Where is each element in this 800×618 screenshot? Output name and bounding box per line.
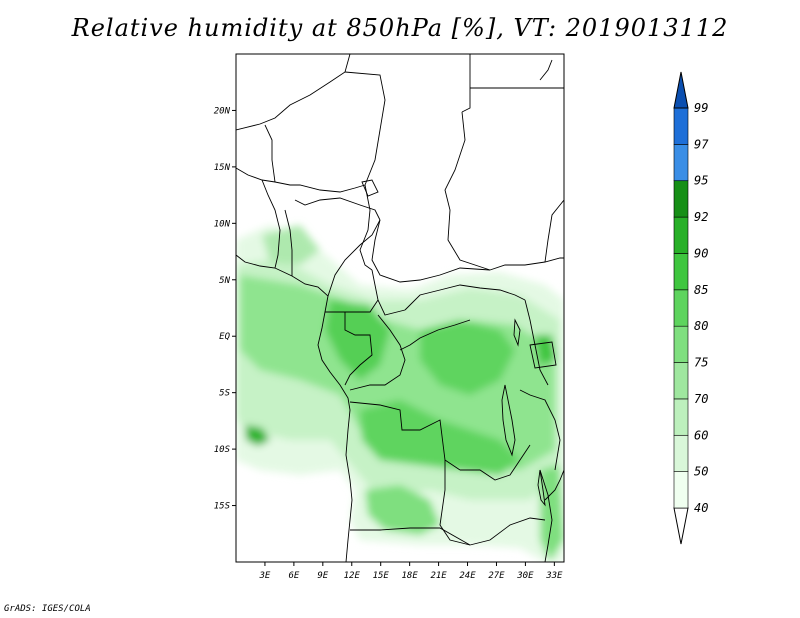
- colorbar-label: 90: [694, 246, 708, 260]
- border-tanzania: [519, 389, 561, 471]
- humidity-region-80: [365, 485, 440, 535]
- border-car-cameroon: [371, 269, 406, 316]
- colorbar-label: 97: [694, 137, 709, 151]
- colorbar-label: 75: [694, 356, 708, 370]
- border-sudan-south-sudan: [489, 257, 564, 271]
- colorbar-label: 60: [694, 428, 708, 442]
- colorbar-label: 92: [694, 210, 708, 224]
- colorbar-segment: [673, 362, 689, 400]
- lon-tick-label: 21E: [430, 571, 447, 581]
- border-gabon-congo: [344, 312, 373, 386]
- lat-tick-label: 5N: [219, 276, 230, 286]
- humidity-region-85: [325, 300, 390, 380]
- lon-tick-label: 9E: [317, 571, 328, 581]
- lake-albert: [513, 318, 521, 347]
- border-libya-egypt: [461, 54, 471, 113]
- border-algeria-mali: [236, 54, 351, 131]
- humidity-region-75: [240, 275, 555, 470]
- map-frame: [235, 53, 565, 563]
- coastline-west-africa: [236, 254, 353, 562]
- lat-tick-label: 15S: [214, 502, 231, 512]
- lake-chad: [361, 179, 379, 197]
- colorbar-segment: [673, 289, 689, 327]
- colorbar: 40 50 60 70 75 80 85 90 92 95 97 99: [673, 71, 709, 545]
- colorbar-label: 40: [694, 501, 708, 515]
- border-sahara-north: [236, 167, 366, 193]
- lon-tick-label: 33E: [545, 571, 563, 581]
- longitude-axis: 3E 6E 9E 12E 15E 18E 21E 24E 27E 30E 33E: [259, 562, 563, 581]
- border-angola-zambia: [439, 460, 471, 546]
- credit-label: GrADS: IGES/COLA: [4, 604, 91, 614]
- colorbar-label: 80: [694, 319, 708, 333]
- border-nigeria-cameroon: [327, 219, 381, 297]
- colorbar-label: 50: [694, 465, 708, 479]
- colorbar-label: 99: [694, 101, 708, 115]
- lat-tick-label: 5S: [219, 389, 230, 399]
- colorbar-label: 70: [694, 392, 708, 406]
- lon-tick-label: 15E: [373, 571, 390, 581]
- border-nigeria-benin: [284, 209, 293, 276]
- lat-tick-label: 15N: [214, 163, 231, 173]
- colorbar-segment: [673, 216, 689, 254]
- lon-tick-label: 30E: [516, 571, 534, 581]
- lon-tick-label: 12E: [344, 571, 361, 581]
- red-sea-coast: [539, 59, 553, 81]
- lon-tick-label: 24E: [459, 571, 476, 581]
- map-title: Relative humidity at 850hPa [%], VT: 201…: [71, 14, 729, 42]
- colorbar-label: 85: [694, 283, 708, 297]
- humidity-field: [236, 225, 564, 562]
- lon-tick-label: 27E: [488, 571, 505, 581]
- border-mali-burkina: [264, 124, 276, 183]
- latitude-axis: 20N 15N 10N 5N EQ 5S 10S 15S: [214, 106, 236, 512]
- colorbar-segment: [673, 398, 689, 436]
- lon-tick-label: 3E: [259, 571, 271, 581]
- colorbar-segment: [673, 107, 689, 145]
- lake-tanganyika: [501, 384, 516, 457]
- border-drc-angola: [349, 401, 461, 471]
- border-chad-sudan: [444, 111, 491, 271]
- lat-tick-label: 20N: [214, 106, 231, 116]
- border-ethiopia: [544, 199, 564, 263]
- lake-victoria: [529, 341, 557, 369]
- border-drc-zambia: [460, 444, 531, 481]
- humidity-region-85b: [360, 400, 520, 475]
- border-niger-nigeria: [294, 197, 381, 221]
- border-cameroon-gabon: [325, 299, 379, 313]
- humidity-region-90: [245, 425, 270, 446]
- border-niger-libya: [344, 71, 386, 186]
- colorbar-over-arrow: [673, 71, 689, 109]
- lon-tick-label: 6E: [288, 571, 299, 581]
- colorbar-segment: [673, 253, 689, 291]
- lat-tick-label: 10N: [214, 219, 231, 229]
- border-burkina-ghana: [261, 179, 281, 269]
- colorbar-segment: [673, 180, 689, 218]
- lat-tick-label: EQ: [219, 332, 230, 342]
- lake-malawi: [537, 469, 546, 507]
- boundaries: [236, 54, 564, 562]
- colorbar-segment: [673, 434, 689, 472]
- colorbar-segment: [673, 471, 689, 509]
- river-congo: [399, 319, 471, 351]
- border-chad-cameroon: [359, 184, 373, 271]
- border-car-drc: [404, 284, 526, 311]
- colorbar-segment: [673, 144, 689, 182]
- border-uganda-kenya: [524, 299, 549, 386]
- colorbar-segment: [673, 325, 689, 363]
- border-congo-drc: [349, 314, 406, 391]
- colorbar-under-arrow: [673, 507, 689, 545]
- lon-tick-label: 18E: [402, 571, 419, 581]
- colorbar-label: 95: [694, 174, 708, 188]
- humidity-region-85c: [420, 320, 515, 395]
- border-angola-namibia: [350, 527, 471, 546]
- border-zambia-zimbabwe: [469, 517, 546, 546]
- border-mozambique: [544, 469, 564, 501]
- border-chad-car: [371, 219, 491, 283]
- humidity-region-70-north: [262, 225, 320, 265]
- lat-tick-label: 10S: [214, 445, 231, 455]
- border-malawi: [539, 469, 553, 562]
